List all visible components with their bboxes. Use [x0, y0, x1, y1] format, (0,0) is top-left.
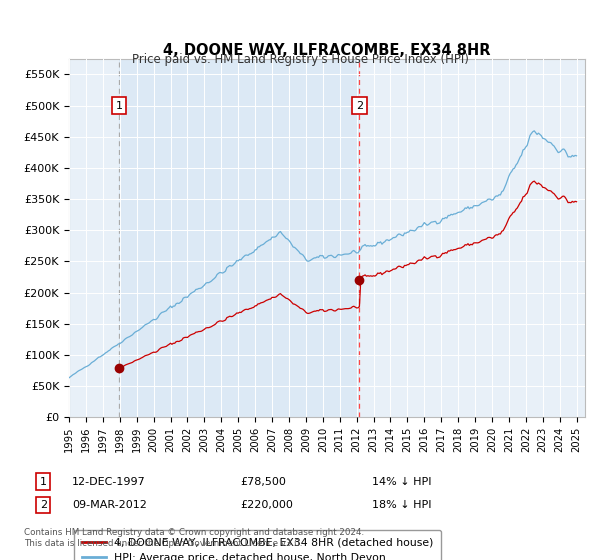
- Text: Price paid vs. HM Land Registry's House Price Index (HPI): Price paid vs. HM Land Registry's House …: [131, 53, 469, 66]
- Text: 2: 2: [356, 101, 363, 110]
- Text: £78,500: £78,500: [240, 477, 286, 487]
- Text: 09-MAR-2012: 09-MAR-2012: [72, 500, 147, 510]
- Text: 12-DEC-1997: 12-DEC-1997: [72, 477, 146, 487]
- Text: 1: 1: [40, 477, 47, 487]
- Text: 1: 1: [116, 101, 122, 110]
- Bar: [119, 59, 359, 417]
- Text: 2: 2: [40, 500, 47, 510]
- Text: Contains HM Land Registry data © Crown copyright and database right 2024.
This d: Contains HM Land Registry data © Crown c…: [24, 528, 364, 548]
- Text: £220,000: £220,000: [240, 500, 293, 510]
- Text: 14% ↓ HPI: 14% ↓ HPI: [372, 477, 431, 487]
- Title: 4, DOONE WAY, ILFRACOMBE, EX34 8HR: 4, DOONE WAY, ILFRACOMBE, EX34 8HR: [163, 43, 491, 58]
- Text: 18% ↓ HPI: 18% ↓ HPI: [372, 500, 431, 510]
- Legend: 4, DOONE WAY, ILFRACOMBE, EX34 8HR (detached house), HPI: Average price, detache: 4, DOONE WAY, ILFRACOMBE, EX34 8HR (deta…: [74, 530, 442, 560]
